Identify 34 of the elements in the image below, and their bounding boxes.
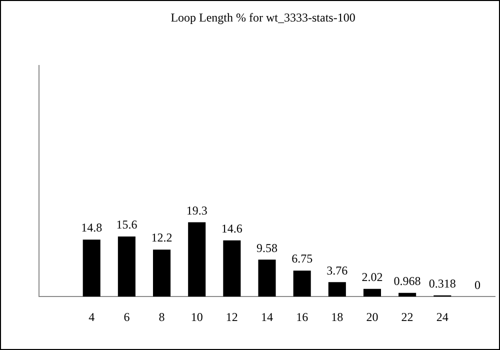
x-tick-label: 10 [190, 310, 203, 324]
x-tick-label: 12 [226, 310, 238, 324]
x-tick-label: 20 [366, 310, 378, 324]
data-label: 14.6 [221, 222, 242, 236]
data-label: 14.8 [81, 220, 102, 235]
chart-title: Loop Length % for wt_3333-stats-100 [170, 10, 356, 24]
bar [118, 236, 136, 297]
bar [363, 288, 381, 297]
data-label: 6.75 [292, 252, 313, 266]
bar [398, 292, 416, 297]
x-tick-label: 6 [124, 310, 130, 324]
x-tick-label: 16 [296, 310, 308, 324]
data-label: 0 [474, 278, 480, 292]
bar [258, 260, 276, 297]
x-tick-label: 4 [88, 310, 95, 324]
data-label: 19.3 [186, 203, 208, 218]
data-label: 9.58 [256, 240, 278, 255]
x-tick-label: 8 [158, 310, 165, 324]
data-label: 0.318 [428, 276, 456, 291]
x-tick-label: 14 [261, 310, 273, 324]
bar [328, 282, 346, 297]
data-label: 3.76 [326, 263, 348, 278]
data-label: 0.968 [394, 274, 421, 288]
data-label: 2.02 [362, 270, 383, 284]
bar [293, 270, 311, 297]
bar [188, 222, 206, 297]
x-tick-label: 18 [331, 310, 344, 324]
bar [223, 240, 241, 297]
data-label: 12.2 [151, 230, 172, 245]
bar [82, 240, 100, 297]
x-tick-label: 24 [436, 310, 448, 324]
data-label: 15.6 [116, 218, 138, 232]
x-tick-label: 22 [401, 310, 414, 324]
bar [153, 250, 171, 297]
